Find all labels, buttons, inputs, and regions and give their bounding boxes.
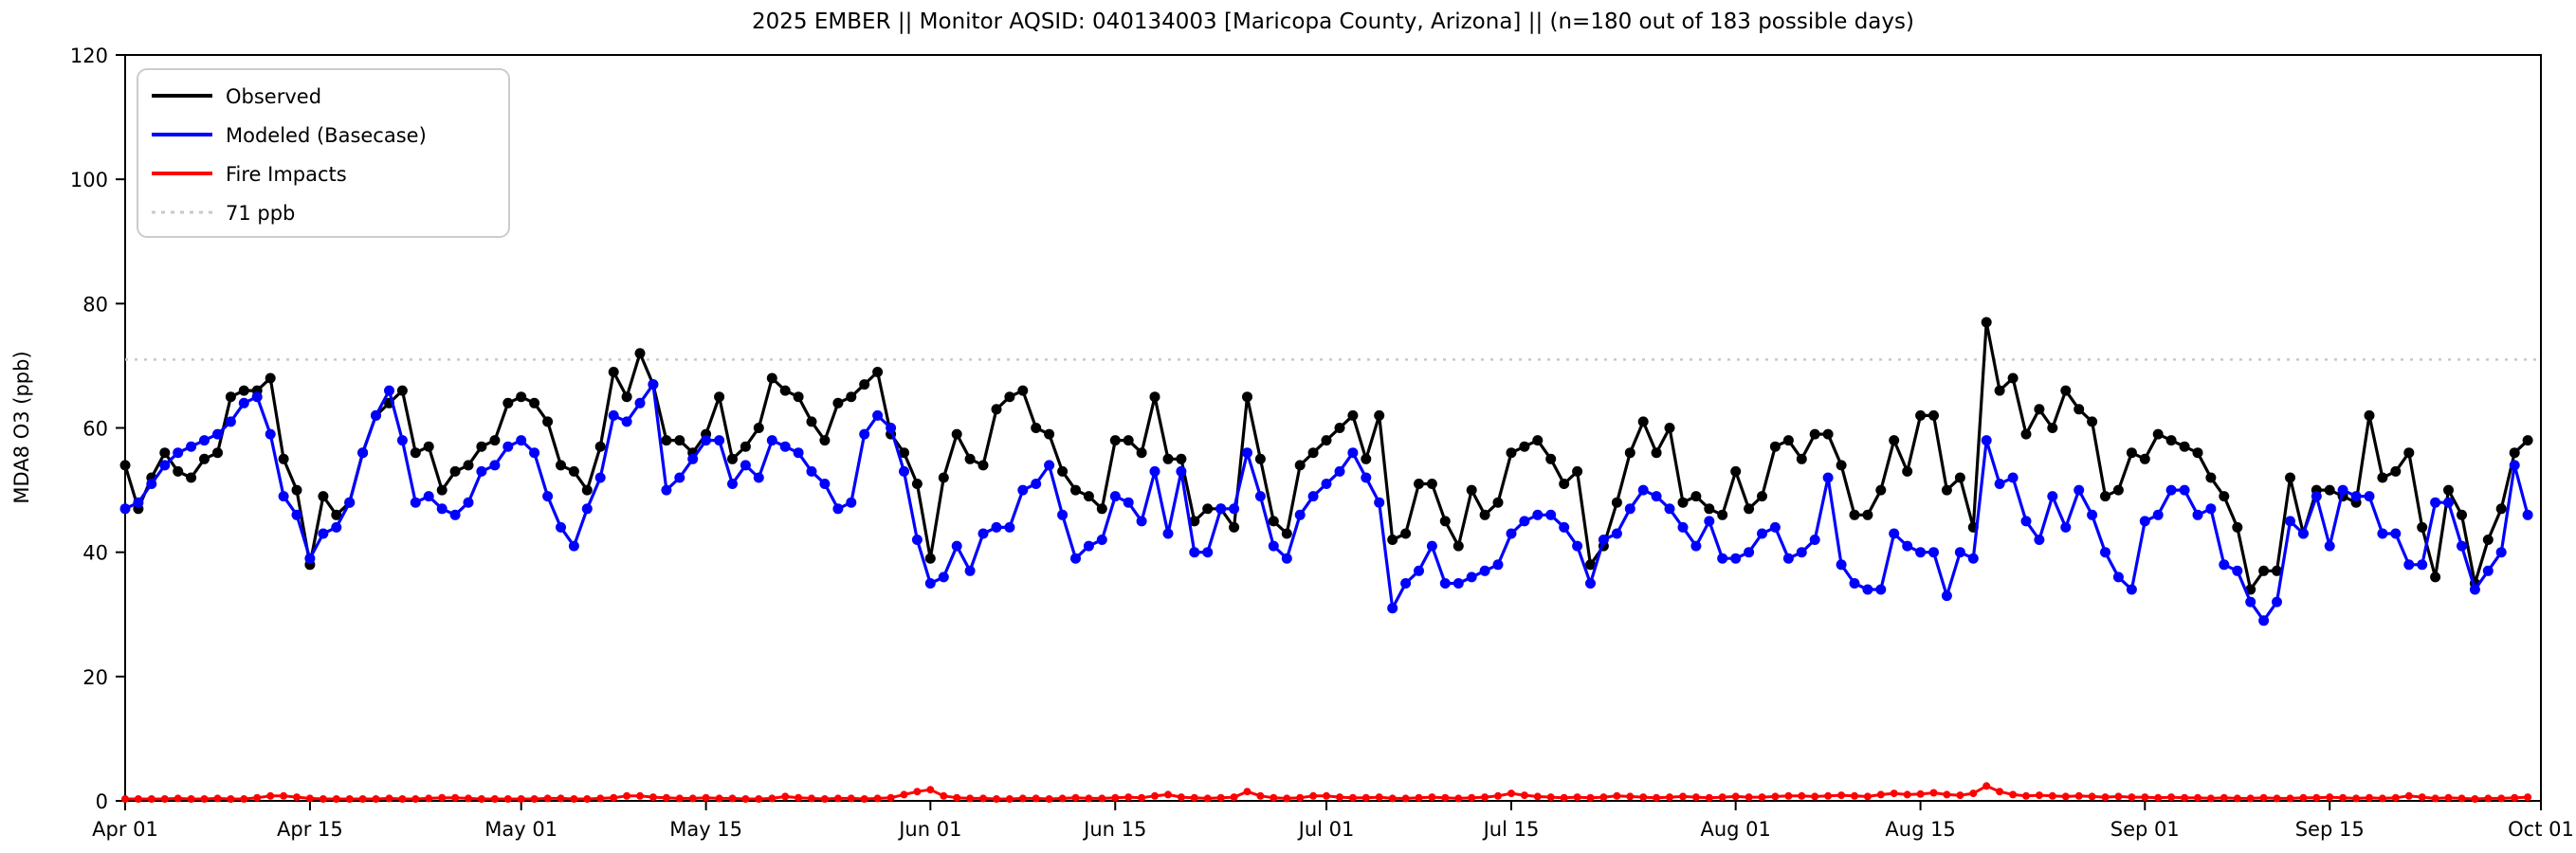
x-tick-label: May 01 xyxy=(484,818,557,841)
y-tick-label: 120 xyxy=(70,45,108,67)
x-tick-label: Oct 01 xyxy=(2508,818,2574,841)
x-tick-label: Apr 01 xyxy=(92,818,158,841)
legend-label-modeled: Modeled (Basecase) xyxy=(226,124,427,147)
y-tick-label: 100 xyxy=(70,169,108,191)
legend-label-fire: Fire Impacts xyxy=(226,163,347,186)
chart-title: 2025 EMBER || Monitor AQSID: 040134003 [… xyxy=(752,9,1914,34)
y-tick-label: 0 xyxy=(96,790,108,813)
x-axis-ticks: Apr 01 Apr 15 May 01 May 15 Jun 01 Jun 15 Jul … xyxy=(92,801,2574,841)
x-tick-label: Jun 15 xyxy=(1082,818,1146,841)
y-axis-label: MDA8 O3 (ppb) xyxy=(10,351,33,503)
x-tick-label: Jun 01 xyxy=(897,818,961,841)
x-tick-label: Aug 15 xyxy=(1885,818,1955,841)
y-axis-ticks: 0 20 40 60 80 100 120 xyxy=(70,45,125,813)
series-observed xyxy=(119,317,2533,595)
legend-label-observed: Observed xyxy=(226,85,321,108)
x-tick-label: Jul 15 xyxy=(1482,818,1540,841)
x-tick-label: Jul 01 xyxy=(1297,818,1355,841)
series-fire-impacts xyxy=(121,782,2532,803)
series-modeled-basecase- xyxy=(119,379,2533,626)
y-tick-label: 40 xyxy=(82,542,108,565)
y-tick-label: 20 xyxy=(82,666,108,689)
x-tick-label: Sep 01 xyxy=(2110,818,2180,841)
legend: Observed Modeled (Basecase) Fire Impacts… xyxy=(137,68,510,238)
x-tick-label: May 15 xyxy=(669,818,742,841)
y-tick-label: 80 xyxy=(82,293,108,316)
data-series-layer xyxy=(119,317,2533,803)
y-tick-label: 60 xyxy=(82,418,108,441)
legend-label-threshold: 71 ppb xyxy=(226,202,295,225)
legend-box xyxy=(137,68,510,238)
x-tick-label: Aug 01 xyxy=(1700,818,1770,841)
x-tick-label: Apr 15 xyxy=(277,818,343,841)
x-tick-label: Sep 15 xyxy=(2295,818,2365,841)
